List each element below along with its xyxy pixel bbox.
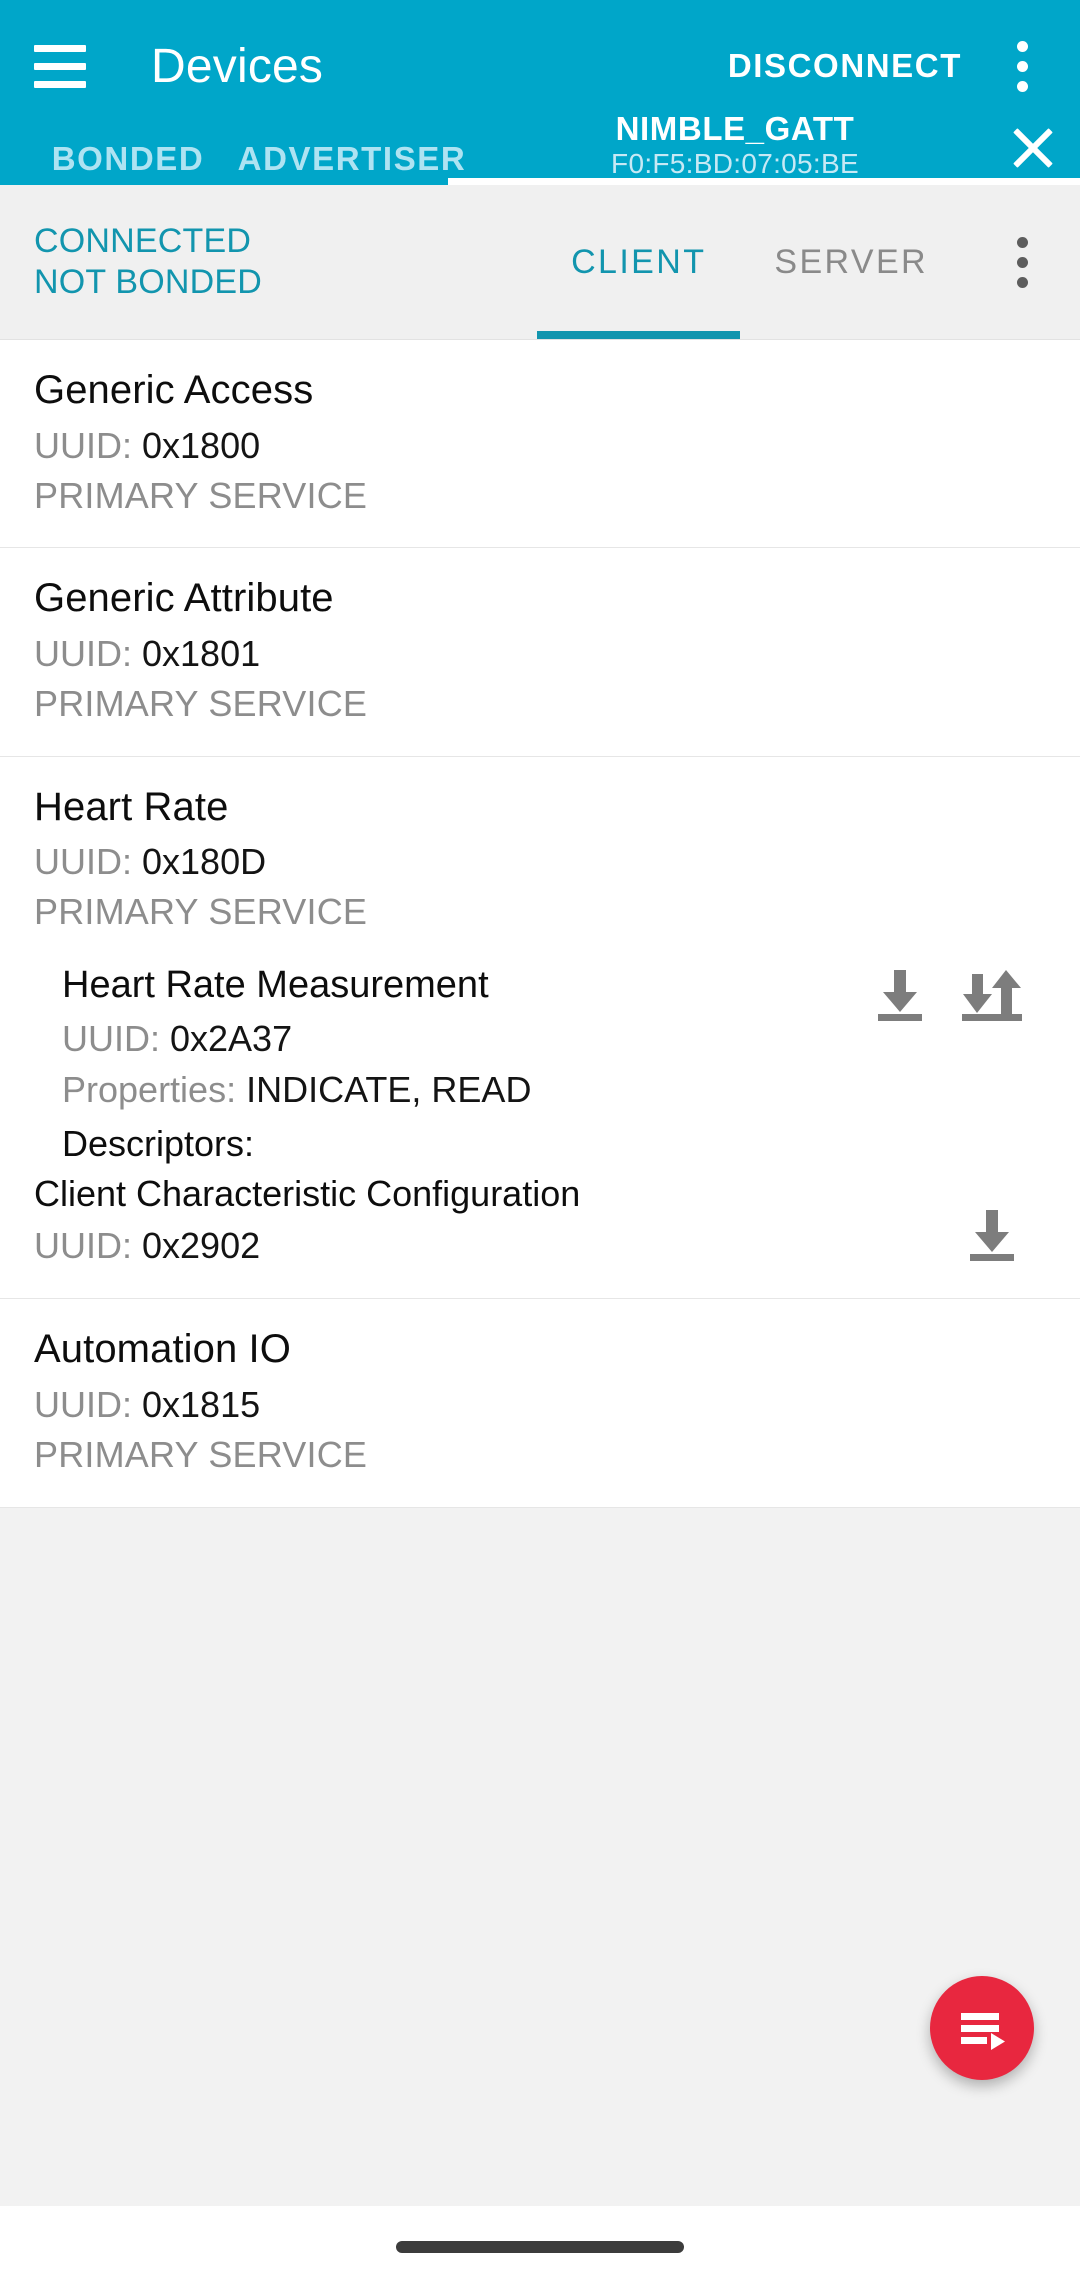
characteristic-uuid: UUID: 0x2A37 <box>62 1017 868 1061</box>
service-uuid-value: 0x1801 <box>142 633 261 674</box>
read-download-icon[interactable] <box>868 968 932 1028</box>
characteristic-properties-value: INDICATE, READ <box>246 1069 532 1111</box>
descriptor-actions <box>960 1172 1024 1268</box>
gatt-service-list[interactable]: Generic Access UUID: 0x1800 PRIMARY SERV… <box>0 340 1080 2206</box>
service-uuid-value: 0x1815 <box>142 1383 261 1425</box>
service-uuid: UUID: 0x1800 <box>34 424 1046 468</box>
descriptor-details: Client Characteristic Configuration UUID… <box>34 1172 960 1268</box>
list-item[interactable]: Generic Attribute UUID: 0x1801 PRIMARY S… <box>0 548 1080 757</box>
service-uuid: UUID: 0x180D <box>34 840 1046 884</box>
disconnect-button[interactable]: DISCONNECT <box>727 47 962 84</box>
more-vertical-icon[interactable] <box>990 34 1054 98</box>
service-uuid-value: 0x180D <box>142 841 267 883</box>
device-tab-bar: BONDED ADVERTISER NIMBLE_GATT F0:F5:BD:0… <box>0 112 1080 185</box>
tab-bonded[interactable]: BONDED <box>51 139 205 177</box>
service-uuid-label: UUID: <box>34 1383 142 1425</box>
close-icon[interactable] <box>1002 116 1064 178</box>
playlist-play-icon <box>961 2013 1005 2050</box>
characteristic-name: Heart Rate Measurement <box>62 964 489 1007</box>
service-name: Generic Access <box>34 368 314 412</box>
descriptor-name: Client Characteristic Configuration <box>34 1173 581 1215</box>
service-name: Automation IO <box>34 1327 291 1372</box>
list-item[interactable]: Automation IO UUID: 0x1815 PRIMARY SERVI… <box>0 1299 1080 1508</box>
service-type: PRIMARY SERVICE <box>34 1433 368 1475</box>
service-uuid-label: UUID: <box>34 633 142 674</box>
service-name: Generic Attribute <box>34 576 334 621</box>
tab-device-nimble-gatt[interactable]: NIMBLE_GATT F0:F5:BD:07:05:BE <box>448 112 1080 185</box>
list-item[interactable]: Heart Rate UUID: 0x180D PRIMARY SERVICE … <box>0 756 1080 1300</box>
tab-advertiser[interactable]: ADVERTISER <box>237 139 467 177</box>
page-title: Devices <box>151 39 324 93</box>
service-uuid-label: UUID: <box>34 841 142 883</box>
service-uuid: UUID: 0x1815 <box>34 1383 1046 1427</box>
service-uuid-value: 0x1800 <box>142 424 261 466</box>
descriptor-row[interactable]: Client Characteristic Configuration UUID… <box>34 1172 1046 1268</box>
device-tab-labels: NIMBLE_GATT F0:F5:BD:07:05:BE <box>468 112 1002 179</box>
descriptor-uuid-label: UUID: <box>34 1225 142 1267</box>
descriptor-uuid-value: 0x2902 <box>142 1225 261 1267</box>
system-navigation-bar <box>0 2206 1080 2288</box>
status-connected: CONNECTED <box>34 221 252 260</box>
service-uuid-label: UUID: <box>34 424 142 466</box>
characteristic-row[interactable]: Heart Rate Measurement UUID: 0x2A37 Prop… <box>34 934 1046 1166</box>
descriptors-label: Descriptors: <box>62 1123 255 1165</box>
characteristic-uuid-value: 0x2A37 <box>170 1017 293 1059</box>
connection-more-vertical-icon[interactable] <box>990 230 1054 294</box>
playlist-play-fab-button[interactable] <box>930 1976 1034 2080</box>
device-tab-address: F0:F5:BD:07:05:BE <box>611 148 859 180</box>
characteristic-properties: Properties: INDICATE, READ <box>62 1068 868 1112</box>
service-type: PRIMARY SERVICE <box>34 682 368 724</box>
home-gesture-pill[interactable] <box>396 2241 684 2253</box>
read-download-icon[interactable] <box>960 1208 1024 1268</box>
status-bonding: NOT BONDED <box>34 263 263 301</box>
app-bar: Devices DISCONNECT <box>0 0 1080 132</box>
characteristic-actions <box>868 962 1024 1028</box>
device-tab-name: NIMBLE_GATT <box>615 110 855 148</box>
tab-server[interactable]: SERVER <box>774 242 928 281</box>
client-server-tabs: CLIENT SERVER <box>537 185 962 339</box>
characteristic-uuid-label: UUID: <box>62 1017 170 1059</box>
active-tab-indicator <box>448 178 1080 185</box>
service-type: PRIMARY SERVICE <box>34 474 368 516</box>
service-name: Heart Rate <box>34 784 229 829</box>
tab-client[interactable]: CLIENT <box>537 185 741 339</box>
connection-status-bar: CONNECTED NOT BONDED CLIENT SERVER <box>0 185 1080 340</box>
connection-state: CONNECTED NOT BONDED <box>34 221 262 304</box>
list-item[interactable]: Generic Access UUID: 0x1800 PRIMARY SERV… <box>0 340 1080 549</box>
service-uuid: UUID: 0x1801 <box>34 632 1046 676</box>
hamburger-menu-icon[interactable] <box>34 38 90 94</box>
service-type: PRIMARY SERVICE <box>34 891 368 933</box>
characteristic-properties-label: Properties: <box>62 1069 247 1111</box>
descriptor-uuid: UUID: 0x2902 <box>34 1224 960 1268</box>
characteristic-details: Heart Rate Measurement UUID: 0x2A37 Prop… <box>62 962 868 1166</box>
indicate-updown-icon[interactable] <box>960 968 1024 1028</box>
